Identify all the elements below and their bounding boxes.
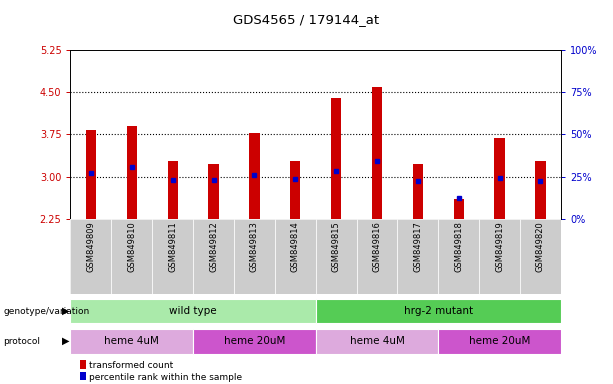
Bar [535, 161, 546, 219]
Text: GSM849814: GSM849814 [291, 221, 300, 272]
Text: heme 20uM: heme 20uM [224, 336, 285, 346]
Bar [70, 299, 316, 323]
Text: percentile rank within the sample: percentile rank within the sample [89, 372, 242, 382]
Text: GSM849820: GSM849820 [536, 221, 545, 272]
Text: GSM849811: GSM849811 [168, 221, 177, 272]
Bar [290, 161, 300, 219]
Bar [275, 219, 316, 294]
Text: genotype/variation: genotype/variation [3, 306, 89, 316]
Bar [331, 98, 341, 219]
Bar [208, 164, 219, 219]
Bar [413, 164, 423, 219]
Text: GSM849817: GSM849817 [413, 221, 422, 272]
Text: GSM849812: GSM849812 [209, 221, 218, 272]
Text: protocol: protocol [3, 337, 40, 346]
Text: hrg-2 mutant: hrg-2 mutant [404, 306, 473, 316]
Text: GSM849816: GSM849816 [373, 221, 381, 272]
Bar [249, 133, 259, 219]
Bar [454, 199, 464, 219]
Bar [495, 138, 504, 219]
Text: GSM849809: GSM849809 [86, 221, 96, 272]
Bar [479, 219, 520, 294]
Text: GSM849819: GSM849819 [495, 221, 504, 272]
Bar [357, 219, 397, 294]
Bar [193, 219, 234, 294]
Text: GDS4565 / 179144_at: GDS4565 / 179144_at [234, 13, 379, 26]
Text: heme 4uM: heme 4uM [349, 336, 405, 346]
Bar [438, 329, 561, 354]
Bar [234, 219, 275, 294]
Bar [372, 86, 382, 219]
Bar [70, 219, 112, 294]
Bar [86, 131, 96, 219]
Bar [152, 219, 193, 294]
Text: GSM849813: GSM849813 [250, 221, 259, 272]
Text: heme 4uM: heme 4uM [104, 336, 159, 346]
Bar [193, 329, 316, 354]
Text: GSM849815: GSM849815 [332, 221, 341, 272]
Bar [397, 219, 438, 294]
Text: ▶: ▶ [63, 336, 70, 346]
Bar [316, 329, 438, 354]
Text: ▶: ▶ [63, 306, 70, 316]
Bar [167, 161, 178, 219]
Text: GSM849818: GSM849818 [454, 221, 463, 272]
Text: heme 20uM: heme 20uM [469, 336, 530, 346]
Bar [438, 219, 479, 294]
Bar [70, 329, 193, 354]
Bar [316, 299, 561, 323]
Bar [316, 219, 357, 294]
Text: wild type: wild type [169, 306, 217, 316]
Text: transformed count: transformed count [89, 361, 173, 370]
Bar [520, 219, 561, 294]
Bar [127, 126, 137, 219]
Text: GSM849810: GSM849810 [128, 221, 136, 272]
Bar [112, 219, 152, 294]
